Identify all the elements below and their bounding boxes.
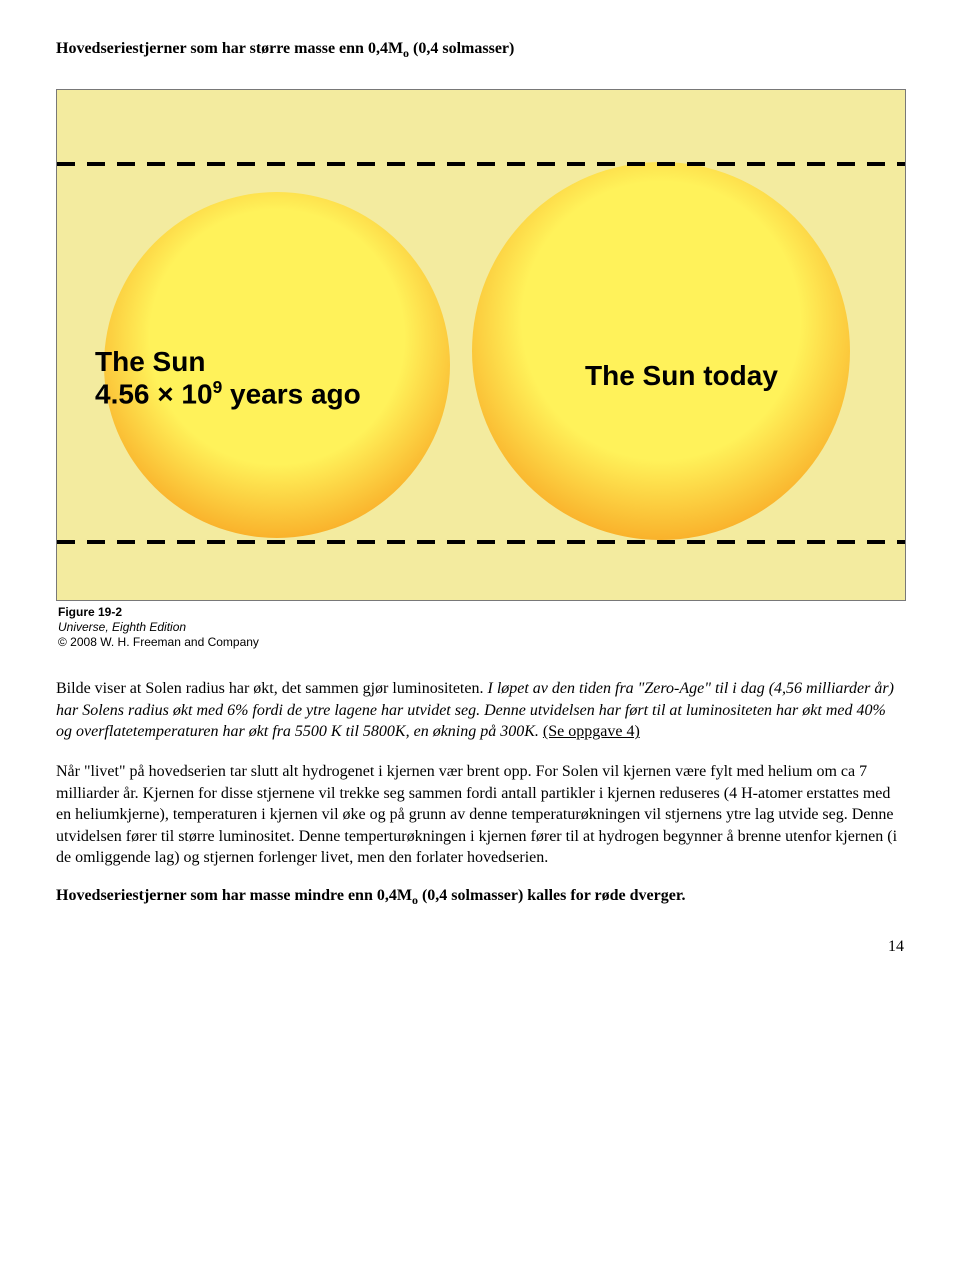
page-number: 14: [56, 938, 904, 956]
figure-number: Figure 19-2: [58, 605, 122, 619]
intro-paragraph: Bilde viser at Solen radius har økt, det…: [56, 678, 904, 743]
sun-right-label: The Sun today: [585, 360, 778, 392]
body-paragraph: Når "livet" på hovedserien tar slutt alt…: [56, 761, 904, 869]
figure-area: The Sun 4.56 × 109 years ago The Sun tod…: [57, 90, 905, 600]
figure-frame: The Sun 4.56 × 109 years ago The Sun tod…: [56, 89, 906, 601]
sun-left-label-line1: The Sun: [95, 346, 361, 378]
figure-copyright: © 2008 W. H. Freeman and Company: [58, 635, 259, 649]
sun-right-circle: [472, 162, 850, 540]
dash-line-top: [57, 162, 905, 166]
figure-book: Universe, Eighth Edition: [58, 620, 186, 634]
closing-pre: Hovedseriestjerner som har masse mindre …: [56, 887, 412, 904]
heading-pre: Hovedseriestjerner som har større masse …: [56, 40, 403, 57]
sun-left-label-line2-post: years ago: [222, 379, 361, 410]
sun-left-label-exp: 9: [213, 377, 223, 397]
sun-left-label: The Sun 4.56 × 109 years ago: [95, 346, 361, 411]
closing-post: (0,4 solmasser) kalles for røde dverger.: [418, 887, 686, 904]
sun-right-label-text: The Sun today: [585, 360, 778, 391]
dash-line-bottom: [57, 540, 905, 544]
figure-caption: Figure 19-2 Universe, Eighth Edition © 2…: [58, 605, 904, 650]
page-heading: Hovedseriestjerner som har større masse …: [56, 40, 904, 61]
sun-left-label-line2: 4.56 × 109 years ago: [95, 378, 361, 411]
heading-post: (0,4 solmasser): [409, 40, 514, 57]
closing-heading: Hovedseriestjerner som har masse mindre …: [56, 887, 904, 908]
sun-left-label-line2-pre: 4.56 × 10: [95, 379, 213, 410]
intro-link: (Se oppgave 4): [543, 723, 640, 740]
intro-plain: Bilde viser at Solen radius har økt, det…: [56, 680, 487, 697]
